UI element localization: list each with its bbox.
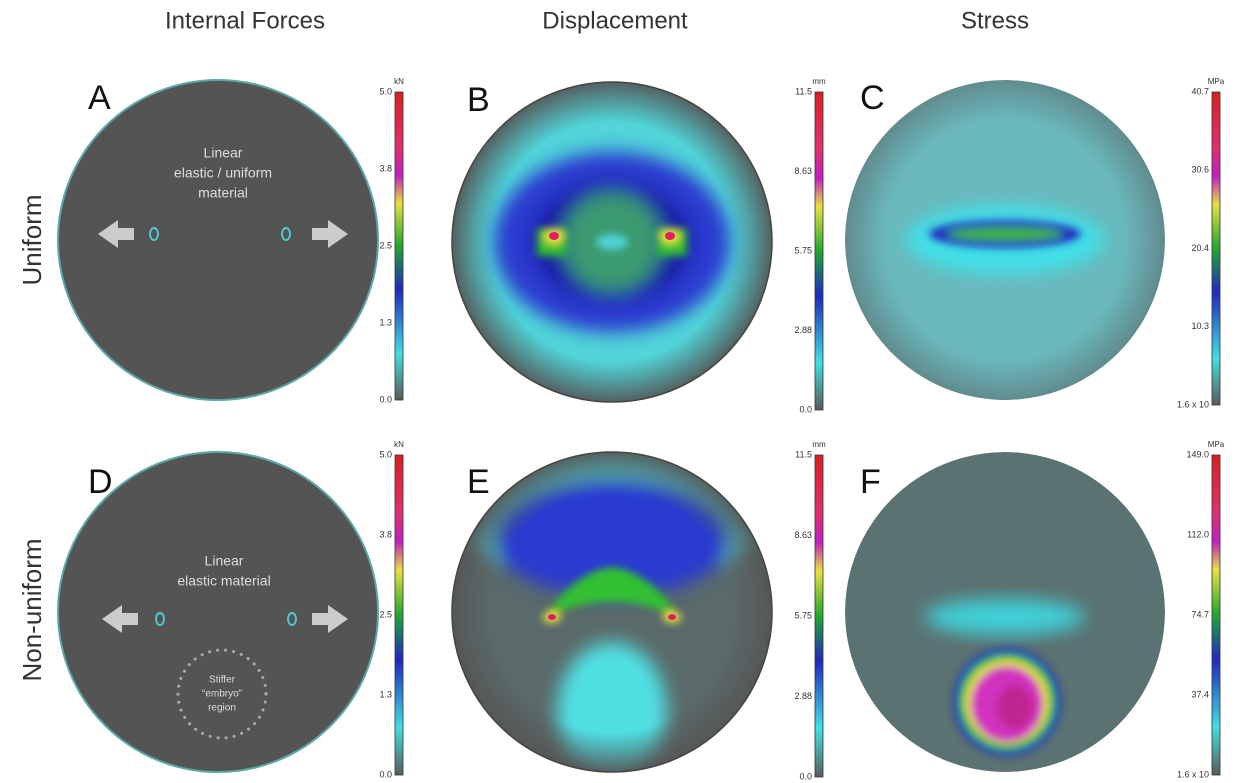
- panel-letter: D: [88, 463, 113, 501]
- colorbar-tick-label: 8.63: [794, 166, 812, 176]
- colorbar-unit: MPa: [1208, 440, 1225, 449]
- plot-disc: [451, 81, 773, 403]
- colorbar: [1211, 91, 1221, 406]
- colorbar-tick-label: 1.6 x 10: [1177, 769, 1209, 779]
- column-title: Internal Forces: [165, 7, 325, 34]
- colorbar-tick-label: 2.88: [794, 691, 812, 701]
- panel: C: [845, 79, 1165, 400]
- colorbar: [814, 91, 824, 411]
- panel-letter: F: [860, 463, 881, 501]
- colorbar: [394, 454, 404, 776]
- panel: E: [451, 451, 773, 773]
- colorbar-tick-label: 0.0: [379, 394, 392, 404]
- panel-letter: B: [467, 81, 490, 119]
- colorbar-tick-label: 11.5: [795, 86, 812, 96]
- colorbar-tick-label: 3.8: [379, 163, 392, 173]
- colorbar-tick-label: 1.3: [379, 689, 392, 699]
- region-label: “embryo”: [202, 689, 242, 700]
- colorbar-tick-label: 8.63: [794, 530, 812, 540]
- annotation: Linear: [205, 553, 244, 569]
- panel-letter: A: [88, 79, 111, 117]
- colorbar-tick-label: 0.0: [379, 769, 392, 779]
- colorbar-unit: kN: [394, 77, 404, 86]
- colorbar-tick-label: 74.7: [1191, 609, 1209, 619]
- arrow: [98, 220, 134, 248]
- column-title: Stress: [961, 7, 1029, 34]
- plot-disc: [451, 451, 773, 773]
- region-label: Stiffer: [209, 675, 236, 686]
- colorbar-tick-label: 0.0: [799, 404, 812, 414]
- arrow: [312, 605, 348, 633]
- region-label: region: [208, 703, 236, 714]
- colorbar-unit: kN: [394, 440, 404, 449]
- load-point: [149, 227, 159, 241]
- annotation: material: [198, 185, 248, 201]
- colorbar-unit: mm: [812, 440, 826, 449]
- panel: A Linear elastic / uniform material: [57, 79, 379, 401]
- row-title: Uniform: [17, 194, 47, 285]
- panel-letter: E: [467, 463, 490, 501]
- colorbar-tick-label: 5.75: [794, 245, 812, 255]
- load-point: [281, 227, 291, 241]
- load-point: [287, 612, 297, 626]
- plot-disc: [57, 451, 379, 773]
- region-outline: [176, 648, 268, 740]
- colorbar-tick-label: 30.6: [1191, 165, 1209, 175]
- arrow: [102, 605, 138, 633]
- plot-disc: [57, 79, 379, 401]
- colorbar: [814, 454, 824, 778]
- colorbar-tick-label: 1.6 x 10: [1177, 399, 1209, 409]
- annotation: elastic material: [177, 573, 270, 589]
- colorbar-tick-label: 40.7: [1191, 86, 1209, 96]
- colorbar-tick-label: 5.0: [379, 449, 392, 459]
- colorbar-tick-label: 2.5: [379, 609, 392, 619]
- panel: D Linear elastic material Stiffer “embry…: [57, 451, 379, 773]
- annotation: elastic / uniform: [174, 165, 272, 181]
- colorbar-tick-label: 3.8: [379, 529, 392, 539]
- arrow: [312, 220, 348, 248]
- colorbar-tick-label: 0.0: [799, 771, 812, 781]
- colorbar-tick-label: 20.4: [1191, 243, 1209, 253]
- colorbar-tick-label: 1.3: [379, 317, 392, 327]
- panel: F: [845, 452, 1165, 772]
- colorbar-tick-label: 112.0: [1187, 529, 1209, 539]
- colorbar: [1211, 454, 1221, 776]
- load-point: [155, 612, 165, 626]
- colorbar-tick-label: 2.88: [794, 325, 812, 335]
- column-title: Displacement: [542, 7, 688, 34]
- colorbar-tick-label: 149.0: [1186, 449, 1209, 459]
- colorbar-tick-label: 2.5: [379, 240, 392, 250]
- colorbar-tick-label: 5.75: [794, 610, 812, 620]
- panel-letter: C: [860, 79, 885, 117]
- row-title: Non-uniform: [17, 538, 47, 681]
- annotation: Linear: [204, 145, 243, 161]
- colorbar: [394, 91, 404, 401]
- panel: B: [451, 81, 773, 403]
- colorbar-unit: mm: [812, 77, 826, 86]
- colorbar-tick-label: 11.5: [795, 449, 812, 459]
- colorbar-unit: MPa: [1208, 77, 1225, 86]
- colorbar-tick-label: 10.3: [1191, 321, 1209, 331]
- colorbar-tick-label: 37.4: [1191, 689, 1209, 699]
- colorbar-tick-label: 5.0: [379, 86, 392, 96]
